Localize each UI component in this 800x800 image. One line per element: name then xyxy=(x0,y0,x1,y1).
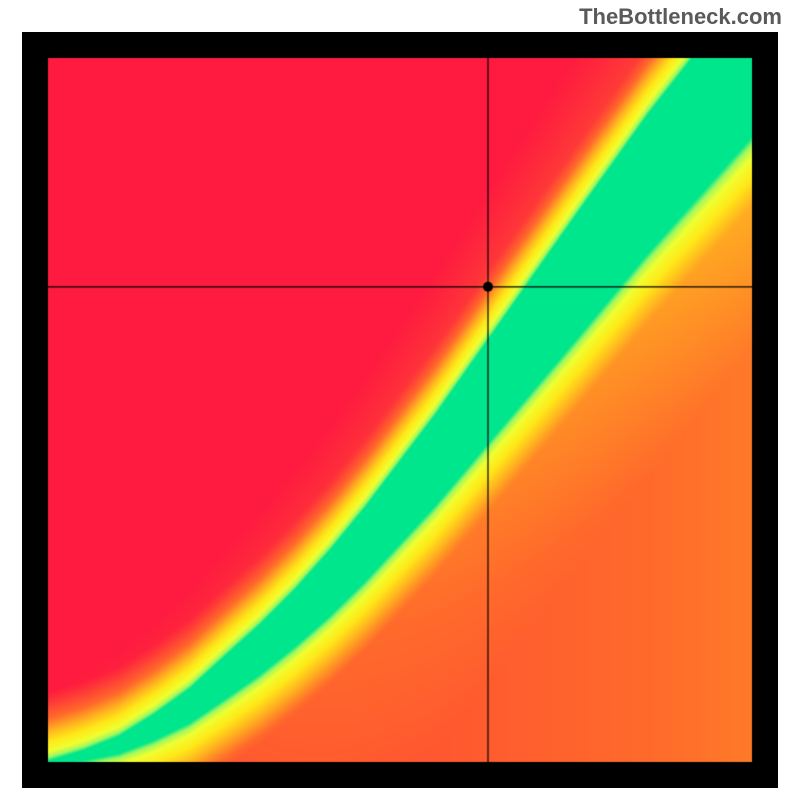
chart-container: TheBottleneck.com xyxy=(0,0,800,800)
watermark-text: TheBottleneck.com xyxy=(579,4,782,30)
heatmap-canvas xyxy=(22,32,778,788)
